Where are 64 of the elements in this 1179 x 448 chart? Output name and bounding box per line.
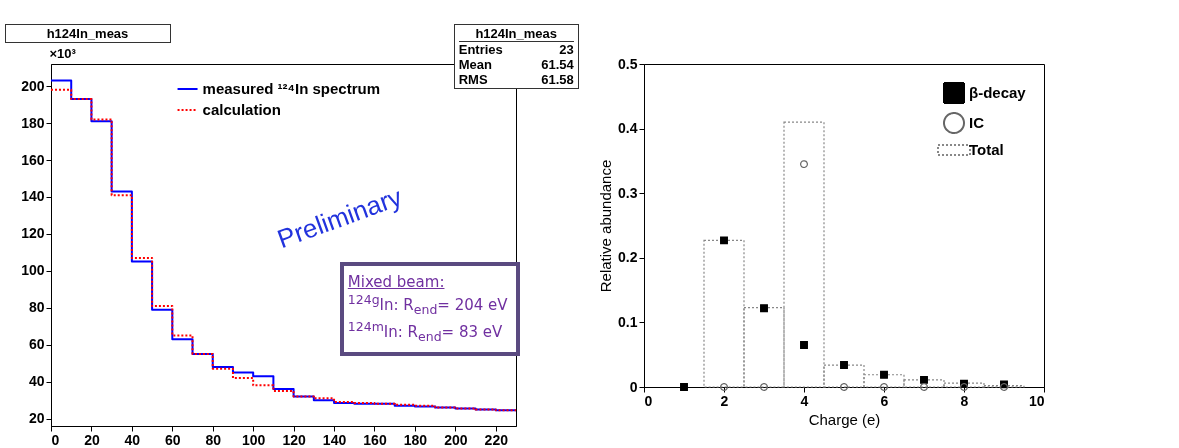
legend-label: Total	[969, 141, 1004, 158]
x-tick-label: 40	[124, 431, 141, 448]
point	[720, 236, 728, 245]
x-tick-label: 4	[800, 392, 809, 409]
x-tick-label: 100	[241, 431, 266, 448]
legend-label: calculation	[202, 101, 281, 118]
text: Entries 23	[458, 41, 574, 57]
point	[760, 304, 768, 313]
x-tick-label: 0	[51, 431, 60, 448]
x-tick-label: 10	[1028, 392, 1045, 409]
y-tick-label: 200	[21, 77, 45, 94]
y-tick-label: 80	[28, 299, 45, 316]
point	[840, 383, 848, 391]
y-axis-title: ×10³	[49, 45, 76, 61]
point	[720, 383, 728, 391]
legend-label: measured ¹²⁴In spectrum	[202, 80, 381, 97]
x-tick-label: 140	[322, 431, 347, 448]
x-tick-label: 220	[484, 431, 509, 448]
point	[840, 361, 848, 369]
point	[680, 383, 688, 391]
point	[920, 375, 928, 384]
y-tick-label: 160	[21, 151, 45, 168]
text: RMS 61.58	[458, 71, 574, 87]
text: Mean 61.54	[458, 56, 574, 72]
annotation: $^{124g}$In: R$_{end}$= 204 eV	[347, 292, 509, 319]
point	[880, 370, 888, 379]
y-tick-label: 120	[21, 225, 45, 242]
point	[760, 383, 768, 391]
point	[920, 383, 928, 391]
text: h124In_meas	[458, 25, 574, 42]
annotation: $^{124m}$In: R$_{end}$= 83 eV	[347, 318, 504, 346]
y-tick-label: 60	[28, 336, 45, 353]
y-tick-label: 180	[21, 114, 45, 131]
x-tick-label: 20	[84, 431, 100, 448]
y-tick-label: 0.4	[618, 120, 638, 137]
x-tick-label: 0	[644, 392, 653, 409]
annotation: Mixed beam:	[347, 271, 446, 293]
y-axis-title: Relative abundance	[597, 159, 615, 293]
x-tick-label: 80	[205, 431, 222, 448]
y-tick-label: 0	[629, 378, 638, 395]
y-tick-label: 140	[21, 188, 45, 205]
x-tick-label: 180	[403, 431, 428, 448]
point	[800, 160, 808, 169]
x-tick-label: 6	[880, 392, 889, 409]
y-tick-label: 100	[21, 262, 45, 279]
point	[880, 383, 888, 391]
x-tick-label: 2	[720, 392, 729, 409]
y-tick-label: 0.3	[618, 184, 638, 201]
legend-label: IC	[969, 114, 985, 131]
y-tick-label: 40	[28, 373, 45, 390]
y-tick-label: 0.1	[618, 313, 638, 330]
y-tick-label: 0.5	[618, 55, 638, 72]
x-tick-label: 200	[444, 431, 468, 448]
x-tick-label: 8	[960, 392, 969, 409]
point	[800, 341, 808, 349]
y-tick-label: 0.2	[618, 249, 638, 266]
x-tick-label: 120	[282, 431, 306, 448]
x-tick-label: 160	[363, 431, 387, 448]
point	[960, 383, 968, 391]
x-tick-label: 60	[165, 431, 181, 448]
legend-label: β-decay	[969, 84, 1027, 101]
chart-title: h124In_meas	[4, 23, 171, 43]
x-axis-title: Charge (e)	[808, 410, 881, 428]
y-tick-label: 20	[28, 410, 45, 427]
